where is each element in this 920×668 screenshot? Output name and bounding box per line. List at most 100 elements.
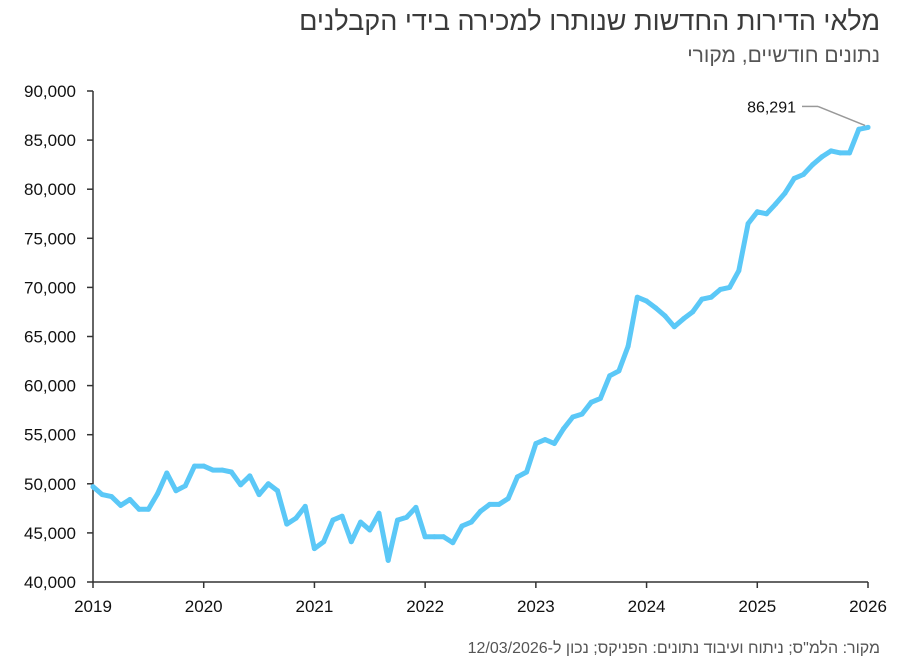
x-tick-label: 2023 [517,597,555,616]
x-tick-label: 2022 [406,597,444,616]
data-point [837,150,843,156]
data-point [579,411,585,417]
chart-title: מלאי הדירות החדשות שנותרו למכירה בידי הק… [299,6,880,36]
y-tick-label: 45,000 [24,524,76,543]
data-point [810,162,816,168]
data-point [127,497,133,502]
data-point [284,521,290,527]
data-point [588,399,594,405]
data-point [321,539,327,545]
data-point [607,373,613,379]
x-tick-label: 2020 [185,597,223,616]
data-point [238,482,244,488]
data-point [625,343,631,349]
data-point [708,294,714,300]
data-point [533,441,539,446]
data-point [681,316,686,322]
data-point [90,484,96,490]
chart-source-note: מקור: הלמ"ס; ניתוח ועיבוד נתונים: הפניקס… [467,640,880,657]
data-point [865,124,871,130]
data-point [478,508,483,514]
data-point [404,514,410,520]
data-point [699,296,705,302]
annotations: 86,291 [747,99,866,127]
data-point [791,175,797,181]
y-tick-label: 80,000 [24,180,76,199]
data-point [265,481,271,487]
data-point [847,150,852,156]
data-point [450,540,456,546]
plot-area [90,124,871,563]
data-point [358,519,364,525]
data-point [782,190,788,196]
data-point [524,469,530,475]
data-point [173,488,179,494]
data-point [800,172,806,177]
data-point [376,510,382,516]
x-tick-label: 2025 [738,597,776,616]
data-point [293,515,299,521]
data-point [348,539,354,545]
data-point [330,517,336,523]
data-point [690,309,696,315]
data-point [754,209,760,215]
data-point [385,557,391,563]
data-point [828,148,834,154]
data-point [616,368,622,374]
data-point [561,426,566,432]
data-point [99,492,105,498]
series-line [90,124,871,563]
data-point [201,463,207,469]
y-tick-label: 70,000 [24,278,76,297]
x-tick-label: 2021 [296,597,334,616]
data-point [256,492,262,498]
data-point [459,523,465,529]
y-axis-ticks: 40,000 45,000 50,000 55,000 60,000 65,000 70,0… [24,82,93,592]
data-point [441,534,447,540]
data-point [275,488,280,494]
data-point [514,474,520,480]
data-point [109,494,114,500]
data-point [367,527,373,533]
y-tick-label: 55,000 [24,426,76,445]
data-point [302,503,308,509]
x-axis-ticks: 2019 2020 2021 2022 2023 2024 2025 2026 [74,582,887,616]
data-point [727,284,733,290]
data-point [634,294,640,300]
data-point [653,305,659,311]
data-point [745,221,751,227]
data-point [644,298,650,304]
data-label: 86,291 [747,99,796,116]
data-point [496,501,502,507]
chart-subtitle: נתונים חודשיים, מקורי [687,44,880,67]
data-point [819,154,825,160]
data-point [422,534,428,540]
data-point [228,469,234,475]
y-tick-label: 50,000 [24,475,76,494]
data-point [182,483,188,489]
data-point [431,534,437,540]
data-point [145,506,151,512]
data-point [856,126,862,132]
data-point [551,441,557,446]
x-tick-label: 2019 [74,597,112,616]
y-tick-label: 90,000 [24,82,76,101]
annotation-leader [817,105,866,127]
data-point [487,501,493,507]
data-point [773,201,779,207]
data-point [717,286,723,292]
data-point [164,470,170,476]
data-point [662,313,668,319]
data-point [570,414,576,420]
data-point [155,491,161,497]
data-point [247,473,253,479]
data-point [736,268,742,274]
data-point [413,504,419,510]
data-point [136,506,142,512]
x-tick-label: 2026 [849,597,887,616]
x-tick-label: 2024 [628,597,666,616]
data-point [118,502,124,508]
data-point [311,546,317,552]
y-tick-label: 60,000 [24,377,76,396]
